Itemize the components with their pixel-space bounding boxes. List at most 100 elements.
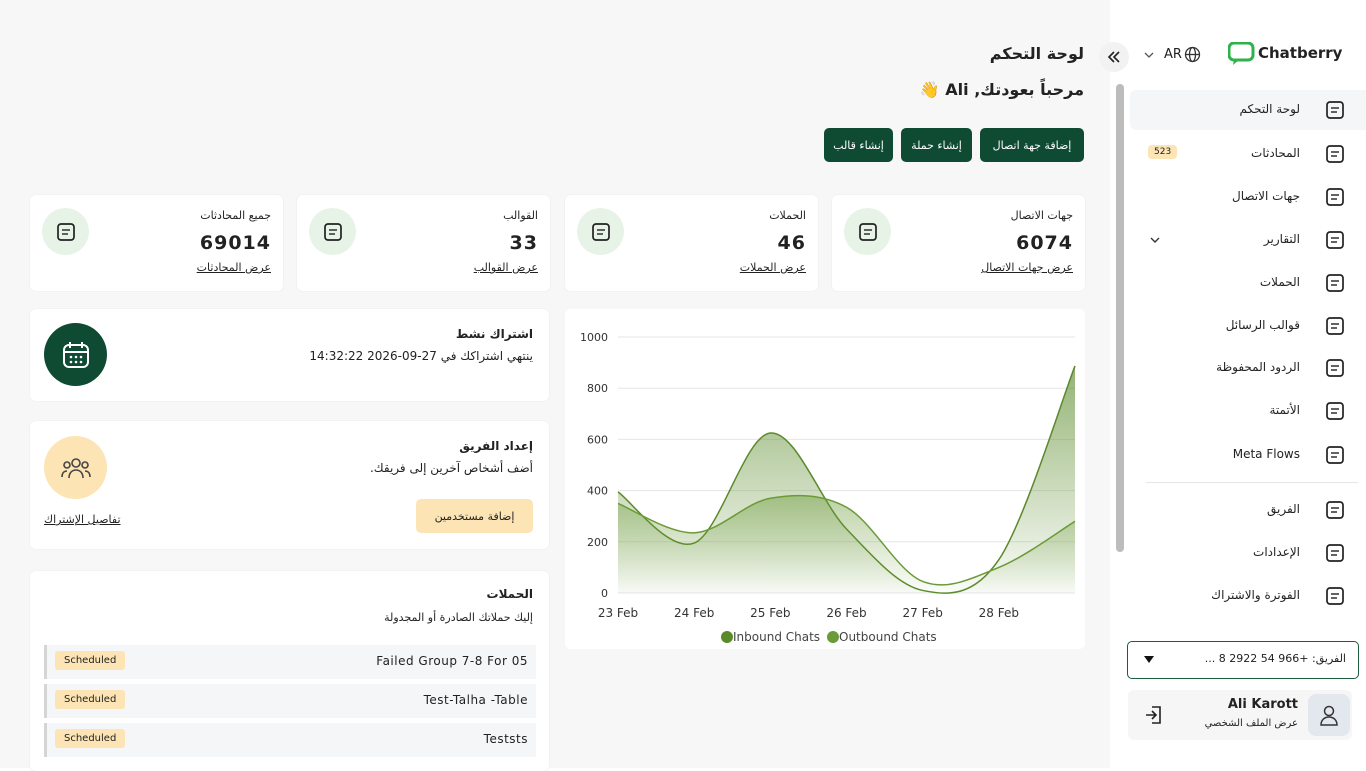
campaign-name: Failed Group 7-8 For 05 [376,654,528,668]
icon-shape [1326,359,1344,377]
nav-item[interactable]: المحادثات 523 [1130,134,1366,174]
legend-label: Outbound Chats [839,630,937,644]
icon [591,222,610,241]
campaign-status: Scheduled [55,690,126,709]
area-line [617,494,1076,586]
nav-divider [1146,482,1358,483]
profile-link[interactable]: عرض الملف الشخصي [1204,718,1298,729]
page-title: لوحة التحكم [989,44,1084,63]
icon [1326,101,1344,119]
chart-card: 0 200 400 600 800 1000 23 Feb 24 Feb 25 Feb 26 Fe… [565,309,1085,649]
nav-item[interactable]: الإعدادات [1130,533,1366,573]
stat-card: جهات الاتصال 6074 عرض جهات الاتصال [832,195,1085,291]
stat-link[interactable]: عرض القوالب [473,261,538,274]
icon-shape [1326,317,1344,335]
calendar-icon [44,323,107,386]
icon-shape [56,222,75,241]
icon [1326,188,1344,206]
create-campaign-button[interactable]: إنشاء حملة [901,128,972,162]
nav-badge: 523 [1148,145,1178,159]
stat-label: القوالب [503,209,538,222]
subscription-card: اشتراك نشط ينتهي اشتراكك في 27-09-2026 1… [30,309,549,401]
campaigns-subtitle: إليك حملاتك الصادرة أو المجدولة [384,611,533,624]
nav-label: جهات الاتصال [1231,189,1300,203]
sidebar: Chatberry AR لوحة التحكم المحادثات 523 جهات… [1099,0,1366,768]
nav-item[interactable]: قوالب الرسائل [1130,306,1366,346]
greeting: مرحباً بعودتك, Ali 👋 [919,80,1084,99]
icon [1326,317,1344,335]
nav-label: قوالب الرسائل [1225,318,1300,332]
nav-label: لوحة التحكم [1239,102,1301,116]
language[interactable]: AR [1164,47,1182,62]
stat-link[interactable]: عرض الحملات [739,261,806,274]
team-setup-title: إعداد الفريق [459,439,533,453]
icon [1326,446,1344,464]
nav-label: الردود المحفوظة [1216,360,1300,374]
campaign-row: Teststs Scheduled [44,723,536,757]
user-card: Ali Karott عرض الملف الشخصي [1128,690,1352,740]
icon-shape [323,222,342,241]
y-tick-label: 800 [587,382,608,395]
stat-label: الحملات [769,209,806,222]
create-template-button[interactable]: إنشاء قالب [824,128,893,162]
nav-item[interactable]: الردود المحفوظة [1130,348,1366,388]
legend-label: Inbound Chats [733,630,820,644]
avatar [1308,694,1350,736]
nav-item[interactable]: الأتمتة [1130,391,1366,431]
stat-link[interactable]: عرض المحادثات [196,261,271,274]
stat-label: جهات الاتصال [1010,209,1073,222]
stat-value: 69014 [199,232,271,254]
icon [1326,274,1344,292]
x-tick-label: 26 Feb [826,606,866,620]
collapse-button[interactable] [1099,42,1129,72]
subscription-details-link[interactable]: تفاصيل الإشتراك [44,513,121,526]
nav-item[interactable]: لوحة التحكم [1130,90,1366,130]
stat-link[interactable]: عرض جهات الاتصال [981,261,1073,274]
subscription-title: اشتراك نشط [455,327,533,341]
campaigns-title: الحملات [486,587,533,601]
globe-icon [1184,46,1201,63]
icon [1326,231,1344,249]
icon-shape [858,222,877,241]
icon [1326,587,1344,605]
y-tick-label: 600 [587,433,608,446]
icon-shape [1326,544,1344,562]
scrollbar[interactable] [1116,84,1124,552]
logout-icon[interactable] [1144,705,1164,725]
stat-card: الحملات 46 عرض الحملات [565,195,818,291]
nav-item[interactable]: Meta Flows [1130,435,1366,475]
icon [858,222,877,241]
team-setup-card: إعداد الفريق أضف أشخاص آخرين إلى فريقك. … [30,421,549,549]
icon-shape [1326,587,1344,605]
nav-item[interactable]: التقارير [1130,220,1366,260]
team-selector-text: الفريق: +966 54 2922 8 ... [1204,652,1346,665]
icon-shape [1326,501,1344,519]
team-selector[interactable]: الفريق: +966 54 2922 8 ... [1127,641,1359,679]
user-name: Ali Karott [1227,697,1298,712]
icon [1326,402,1344,420]
icon-shape [1326,145,1344,163]
legend-marker [827,631,839,643]
nav-item[interactable]: جهات الاتصال [1130,177,1366,217]
stat-card: القوالب 33 عرض القوالب [297,195,550,291]
stat-icon [42,208,89,255]
add-contact-button[interactable]: إضافة جهة اتصال [980,128,1084,162]
add-users-button[interactable]: إضافة مستخدمين [416,499,533,533]
nav-label: Meta Flows [1232,447,1300,461]
nav-item[interactable]: الفريق [1130,490,1366,530]
campaign-name: Teststs [483,732,528,746]
y-tick-label: 0 [601,587,608,600]
campaign-row: Test-Talha -Table Scheduled [44,684,536,718]
legend-marker [721,631,733,643]
icon [56,222,75,241]
campaign-status: Scheduled [55,651,126,670]
nav-item[interactable]: الحملات [1130,263,1366,303]
x-tick-label: 24 Feb [674,606,714,620]
stat-card: جميع المحادثات 69014 عرض المحادثات [30,195,283,291]
nav-label: الإعدادات [1253,545,1300,559]
icon-shape [1326,188,1344,206]
x-tick-label: 25 Feb [750,606,790,620]
nav-item[interactable]: الفوترة والاشتراك [1130,576,1366,616]
logo-icon [1228,42,1255,65]
